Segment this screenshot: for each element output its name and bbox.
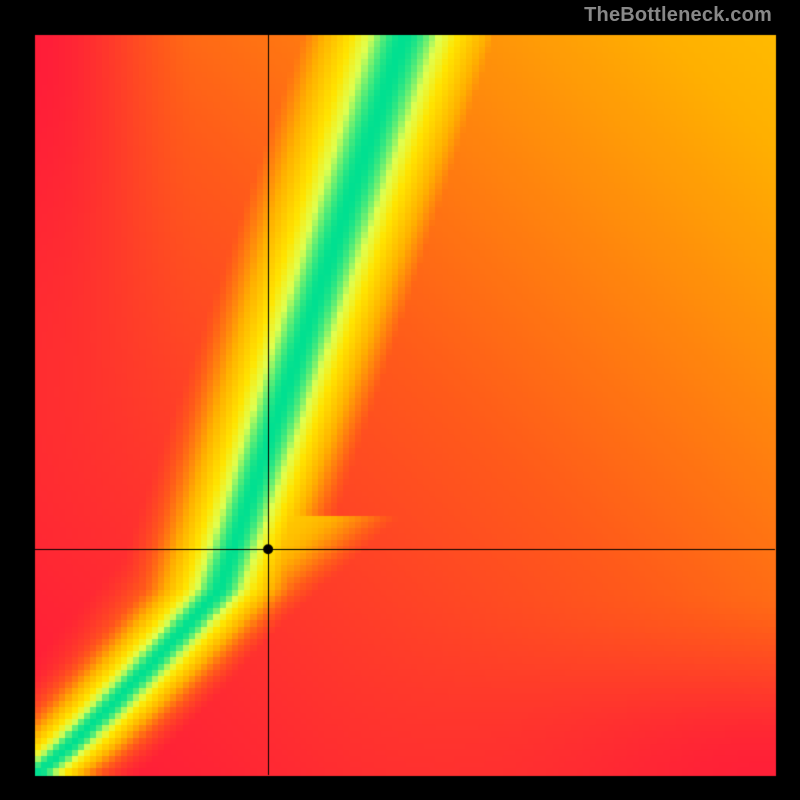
watermark-text: TheBottleneck.com (584, 4, 772, 27)
heatmap-canvas (0, 0, 800, 800)
chart-container: TheBottleneck.com (0, 0, 800, 800)
